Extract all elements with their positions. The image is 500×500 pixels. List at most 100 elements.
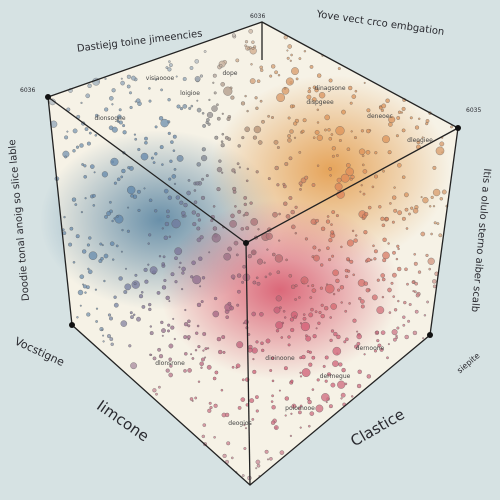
dot: [94, 134, 98, 137]
dot: [282, 310, 286, 313]
dot: [251, 311, 256, 317]
dot: [194, 76, 201, 82]
dot: [287, 343, 291, 347]
dot: [354, 344, 359, 349]
dot: [102, 340, 105, 343]
dot: [312, 85, 317, 90]
dot: [216, 336, 222, 342]
dot: [325, 284, 335, 294]
dot: [243, 202, 247, 207]
vertex: [45, 94, 51, 100]
dot: [350, 130, 353, 133]
dot: [331, 146, 336, 151]
dot: [111, 103, 114, 106]
dot: [86, 141, 91, 146]
dot: [249, 201, 253, 205]
dot: [212, 81, 215, 84]
dot: [168, 300, 171, 303]
dot: [241, 474, 245, 477]
dot: [349, 101, 353, 105]
dot: [159, 145, 164, 150]
dot: [237, 144, 241, 148]
dot: [285, 77, 294, 86]
dot: [276, 270, 281, 274]
dot: [148, 99, 152, 103]
dot: [149, 331, 154, 336]
dot: [298, 151, 302, 154]
dot: [158, 255, 162, 258]
dot: [306, 350, 310, 354]
dot: [201, 112, 205, 115]
dot: [161, 262, 165, 266]
dot: [263, 261, 266, 264]
edge: [245, 127, 459, 244]
dot: [167, 195, 172, 200]
dot: [158, 116, 164, 121]
dot: [426, 300, 429, 304]
vertex: [455, 125, 461, 131]
dot: [183, 335, 188, 340]
dot: [380, 108, 384, 112]
dot: [282, 182, 286, 186]
dot: [432, 188, 441, 197]
dot: [82, 283, 85, 286]
dot: [245, 427, 247, 430]
dot: [340, 301, 343, 304]
dot: [259, 99, 263, 103]
dot: [275, 295, 282, 302]
dot: [286, 56, 290, 60]
dot: [136, 316, 141, 322]
dot: [149, 325, 152, 328]
dot: [308, 312, 314, 318]
dot: [161, 285, 167, 290]
dot: [392, 272, 397, 278]
dot: [167, 329, 170, 333]
dot: [173, 337, 176, 341]
dot: [95, 113, 99, 118]
dot: [294, 232, 297, 235]
dot: [213, 403, 218, 408]
dot: [184, 308, 187, 312]
dot: [432, 279, 437, 284]
dot: [362, 169, 368, 174]
dot: [191, 357, 195, 360]
dot: [275, 329, 280, 333]
dot: [247, 47, 251, 50]
dot: [195, 181, 200, 186]
dot: [207, 122, 211, 126]
dot: [356, 383, 362, 389]
dot: [405, 227, 409, 230]
dot: [260, 341, 264, 346]
dot: [391, 329, 398, 336]
dot: [133, 133, 136, 136]
dot: [401, 175, 406, 179]
dot: [332, 346, 342, 356]
dot: [141, 305, 146, 309]
dot: [245, 179, 249, 183]
dot: [149, 353, 152, 356]
dot: [66, 130, 69, 133]
dot: [194, 396, 198, 400]
dot: [160, 320, 164, 325]
dot: [391, 220, 395, 224]
dot: [71, 197, 77, 202]
dot: [321, 393, 330, 402]
dot: [412, 208, 419, 214]
dot: [90, 164, 95, 169]
vertex: [69, 322, 75, 328]
dot: [211, 233, 221, 243]
dot: [187, 319, 191, 324]
dot: [235, 253, 239, 257]
dot: [289, 59, 292, 62]
dot: [313, 254, 320, 262]
dot: [314, 130, 320, 135]
dot: [251, 47, 255, 50]
dot: [236, 303, 240, 307]
corner-label: 6036: [250, 13, 265, 20]
point-labels: visiaoooe dope loigioe dionsogne dinagsone di…: [94, 70, 433, 427]
dot: [247, 254, 252, 259]
dot: [154, 152, 158, 156]
dot: [202, 423, 207, 427]
dot: [252, 369, 257, 374]
vertex: [243, 240, 249, 246]
